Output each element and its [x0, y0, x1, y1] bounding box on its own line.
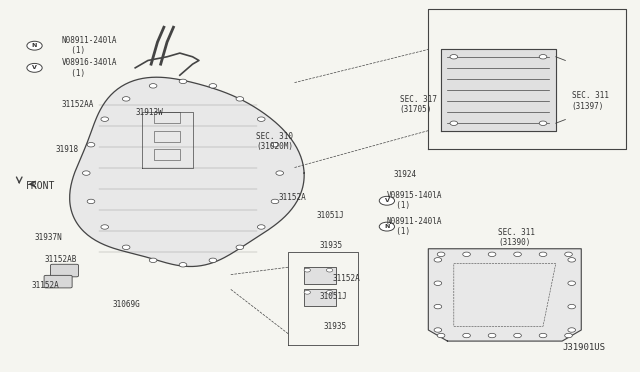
Circle shape — [450, 121, 458, 125]
Text: SEC. 311
(31397): SEC. 311 (31397) — [572, 92, 609, 111]
Text: SEC. 310
(31020M): SEC. 310 (31020M) — [256, 132, 293, 151]
Circle shape — [149, 84, 157, 88]
Circle shape — [257, 117, 265, 121]
Bar — [304, 267, 336, 284]
Text: N: N — [384, 224, 390, 229]
Text: 31924: 31924 — [394, 170, 417, 179]
Circle shape — [271, 199, 279, 203]
Text: FRONT: FRONT — [26, 181, 55, 191]
Circle shape — [540, 252, 547, 257]
Circle shape — [488, 333, 496, 338]
Text: 31051J: 31051J — [320, 292, 348, 301]
Circle shape — [380, 222, 394, 231]
Circle shape — [568, 258, 575, 262]
Circle shape — [450, 55, 458, 59]
Circle shape — [437, 252, 445, 257]
Circle shape — [122, 245, 130, 250]
Circle shape — [179, 79, 187, 84]
Circle shape — [568, 304, 575, 309]
Text: 31152AA: 31152AA — [62, 100, 94, 109]
Bar — [154, 112, 180, 123]
Circle shape — [564, 252, 572, 257]
Circle shape — [83, 171, 90, 175]
Text: V08915-140lA
  (1): V08915-140lA (1) — [387, 191, 442, 211]
Circle shape — [304, 291, 310, 294]
Circle shape — [434, 304, 442, 309]
Text: 31152AB: 31152AB — [45, 255, 77, 264]
Text: 31913W: 31913W — [135, 108, 163, 117]
Circle shape — [514, 252, 522, 257]
Text: SEC. 317
(31705): SEC. 317 (31705) — [399, 95, 436, 115]
Text: 31051J: 31051J — [317, 211, 344, 220]
Text: 31937N: 31937N — [35, 233, 62, 242]
Circle shape — [304, 268, 310, 272]
Text: 31152A: 31152A — [32, 281, 60, 290]
FancyBboxPatch shape — [51, 264, 79, 277]
Text: 31918: 31918 — [56, 145, 79, 154]
Text: 31935: 31935 — [323, 322, 346, 331]
Circle shape — [326, 268, 333, 272]
Circle shape — [87, 199, 95, 203]
Text: N: N — [32, 43, 37, 48]
Bar — [304, 289, 336, 306]
Polygon shape — [441, 49, 556, 131]
Polygon shape — [70, 77, 304, 266]
Circle shape — [271, 142, 279, 147]
Circle shape — [540, 333, 547, 338]
Circle shape — [540, 121, 547, 125]
Circle shape — [488, 252, 496, 257]
Polygon shape — [428, 249, 581, 341]
Circle shape — [434, 328, 442, 332]
Text: V08916-340lA
  (1): V08916-340lA (1) — [62, 58, 117, 77]
Circle shape — [540, 55, 547, 59]
Circle shape — [209, 258, 217, 263]
Text: V: V — [32, 65, 37, 70]
Circle shape — [27, 41, 42, 50]
Circle shape — [101, 117, 109, 121]
Circle shape — [122, 97, 130, 101]
Bar — [154, 131, 180, 142]
Circle shape — [463, 333, 470, 338]
Circle shape — [434, 281, 442, 285]
Circle shape — [380, 196, 394, 205]
Circle shape — [434, 258, 442, 262]
Circle shape — [514, 333, 522, 338]
Circle shape — [463, 252, 470, 257]
Text: 31069G: 31069G — [113, 300, 141, 309]
Circle shape — [149, 258, 157, 263]
Circle shape — [209, 84, 217, 88]
Circle shape — [564, 333, 572, 338]
Circle shape — [236, 245, 244, 250]
Text: 31152A: 31152A — [333, 274, 360, 283]
Text: V: V — [385, 198, 389, 203]
Circle shape — [236, 97, 244, 101]
Circle shape — [326, 291, 333, 294]
Text: N08911-240lA
  (1): N08911-240lA (1) — [387, 217, 442, 236]
Circle shape — [257, 225, 265, 229]
Text: SEC. 311
(31390): SEC. 311 (31390) — [499, 228, 536, 247]
FancyBboxPatch shape — [44, 275, 72, 288]
Circle shape — [437, 333, 445, 338]
Circle shape — [568, 328, 575, 332]
Text: N08911-240lA
  (1): N08911-240lA (1) — [62, 36, 117, 55]
Circle shape — [276, 171, 284, 175]
Text: 31152A: 31152A — [278, 193, 307, 202]
Circle shape — [179, 263, 187, 267]
Text: 31935: 31935 — [320, 241, 343, 250]
Circle shape — [87, 142, 95, 147]
Text: J31901US: J31901US — [562, 343, 605, 352]
Bar — [154, 149, 180, 160]
Circle shape — [568, 281, 575, 285]
Circle shape — [27, 63, 42, 72]
Circle shape — [101, 225, 109, 229]
